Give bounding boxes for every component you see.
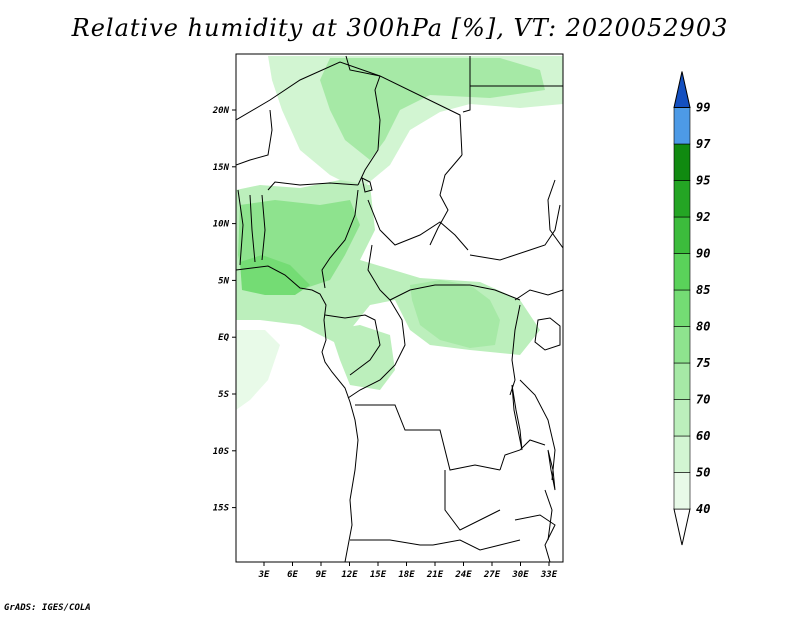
humidity-area-north-core bbox=[320, 58, 545, 160]
lat-tick-label: 10S bbox=[213, 447, 230, 457]
lat-tick-label: 5N bbox=[218, 276, 229, 286]
lon-tick-label: 33E bbox=[540, 570, 558, 580]
humidity-area-gabon bbox=[330, 325, 395, 390]
colorbar-level-label: 90 bbox=[696, 247, 710, 261]
lon-tick-label: 6E bbox=[287, 570, 298, 580]
chart-title: Relative humidity at 300hPa [%], VT: 202… bbox=[71, 14, 729, 42]
colorbar-segment bbox=[673, 435, 691, 473]
border-sudan-southsudan bbox=[469, 204, 561, 261]
border-libya-egypt bbox=[462, 56, 471, 113]
colorbar-segment bbox=[673, 289, 691, 327]
humidity-area-central bbox=[410, 280, 500, 348]
colorbar-level-label: 40 bbox=[696, 502, 710, 516]
border-chad-car bbox=[367, 199, 469, 251]
lon-tick-label: 15E bbox=[370, 570, 387, 580]
colorbar-segment bbox=[673, 326, 691, 364]
border-drc-uganda bbox=[509, 304, 521, 396]
border-benin bbox=[261, 194, 266, 261]
colorbar-segment bbox=[673, 399, 691, 437]
humidity-area-coast-core bbox=[240, 255, 310, 295]
coast-lake-victoria bbox=[534, 317, 561, 351]
country-borders bbox=[236, 55, 563, 562]
border-malawi bbox=[544, 489, 553, 541]
border-zambia-zimbabwe bbox=[432, 539, 521, 551]
lon-tick-label: 12E bbox=[341, 570, 358, 580]
border-mozambique bbox=[514, 514, 556, 562]
colorbar-under-triangle bbox=[673, 508, 691, 546]
colorbar-segment bbox=[673, 107, 691, 145]
lon-tick-label: 18E bbox=[398, 570, 415, 580]
colorbar-segment bbox=[673, 216, 691, 254]
colorbar-level-label: 95 bbox=[696, 174, 710, 188]
lon-tick-label: 27E bbox=[483, 570, 501, 580]
colorbar-level-label: 97 bbox=[696, 137, 711, 151]
colorbar-over-triangle bbox=[673, 71, 691, 108]
border-southsudan-uganda bbox=[514, 289, 563, 301]
border-angola-zambia bbox=[444, 470, 501, 531]
lat-tick-label: 15S bbox=[213, 504, 230, 514]
lat-tick-label: 10N bbox=[213, 220, 230, 230]
coast-lake-malawi bbox=[547, 449, 556, 491]
border-ethiopia bbox=[547, 179, 563, 249]
colorbar-level-label: 70 bbox=[696, 393, 710, 407]
colorbar-level-label: 60 bbox=[696, 429, 710, 443]
lat-tick-label: 5S bbox=[218, 390, 229, 400]
border-angola-namibia bbox=[350, 539, 433, 546]
lon-tick-label: 21E bbox=[426, 570, 444, 580]
border-congo-gabon bbox=[324, 314, 381, 376]
colorbar-level-label: 75 bbox=[696, 356, 710, 370]
colorbar-segment bbox=[673, 472, 691, 510]
border-libya-chad bbox=[345, 55, 463, 156]
lon-tick-label: 3E bbox=[258, 570, 270, 580]
humidity-field bbox=[236, 56, 563, 410]
coast-west-africa bbox=[236, 265, 359, 562]
border-congo-drc bbox=[347, 299, 406, 399]
border-niger-chad bbox=[357, 75, 381, 186]
lat-tick-label: EQ bbox=[218, 333, 229, 343]
border-mali-niger bbox=[236, 109, 273, 166]
colorbar-segment bbox=[673, 143, 691, 181]
coastline bbox=[236, 177, 561, 562]
colorbar-segment bbox=[673, 180, 691, 218]
coast-lake-tanganyika bbox=[511, 384, 523, 451]
border-ghana bbox=[237, 189, 244, 266]
border-nigeria-cameroon bbox=[321, 189, 359, 289]
longitude-axis: 3E 6E 9E 12E 15E 18E 21E 24E 27E 30E 33E bbox=[258, 562, 558, 580]
border-drc-angola bbox=[355, 404, 501, 471]
map-frame bbox=[235, 53, 564, 563]
lon-tick-label: 9E bbox=[316, 570, 327, 580]
colorbar-segment bbox=[673, 362, 691, 400]
colorbar: 40 50 60 70 75 80 85 90 92 95 97 99 bbox=[673, 71, 711, 546]
border-algeria-niger bbox=[236, 61, 381, 121]
latitude-axis: 20N 15N 10N 5N EQ 5S 10S 15S bbox=[212, 106, 236, 514]
border-tanzania bbox=[519, 379, 556, 481]
colorbar-level-label: 50 bbox=[696, 466, 710, 480]
lat-tick-label: 20N bbox=[212, 106, 230, 116]
lat-tick-label: 15N bbox=[213, 163, 230, 173]
border-drc-zambia bbox=[499, 439, 546, 471]
border-chad-sudan bbox=[429, 154, 463, 246]
border-car-drc bbox=[389, 284, 521, 301]
humidity-area-sw bbox=[236, 330, 280, 410]
coast-lake-chad bbox=[361, 177, 373, 193]
border-togo bbox=[249, 194, 256, 263]
colorbar-level-label: 99 bbox=[696, 101, 710, 115]
border-cameroon-car bbox=[367, 244, 391, 301]
border-nigeria-north bbox=[267, 181, 359, 191]
lon-tick-label: 24E bbox=[454, 570, 472, 580]
colorbar-level-label: 80 bbox=[696, 320, 710, 334]
colorbar-level-label: 92 bbox=[696, 210, 710, 224]
colorbar-level-label: 85 bbox=[696, 283, 710, 297]
grads-credit: GrADS: IGES/COLA bbox=[4, 603, 91, 613]
colorbar-segment bbox=[673, 253, 691, 291]
lon-tick-label: 30E bbox=[511, 570, 529, 580]
